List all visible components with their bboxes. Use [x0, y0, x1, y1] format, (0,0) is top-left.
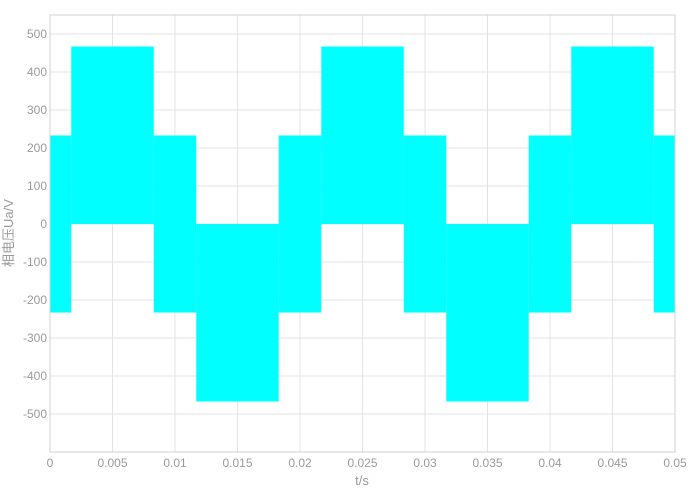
y-tick-label: -400 — [23, 369, 47, 383]
y-axis-label: 相电压Ua/V — [1, 199, 16, 267]
x-tick-label: 0.015 — [222, 456, 252, 470]
y-tick-label: -200 — [23, 293, 47, 307]
plot-area-frame — [49, 14, 676, 453]
waveform-band — [153, 135, 197, 313]
y-tick-label: -300 — [23, 331, 47, 345]
y-tick-label: 500 — [27, 27, 47, 41]
x-tick-label: 0.05 — [663, 456, 687, 470]
x-tick-label: 0.04 — [538, 456, 562, 470]
waveform-band — [50, 135, 72, 313]
y-tick-label: 100 — [27, 179, 47, 193]
waveform-band — [71, 46, 154, 224]
y-tick-label: 400 — [27, 65, 47, 79]
waveform-band — [571, 46, 654, 224]
waveform-band — [446, 224, 529, 402]
waveform-band — [528, 135, 572, 313]
x-tick-label: 0.02 — [288, 456, 312, 470]
x-tick-label: 0.035 — [472, 456, 502, 470]
waveform-band — [653, 135, 675, 313]
waveform-band — [321, 46, 404, 224]
x-tick-labels: 0 0.005 0.01 0.015 0.02 0.025 0.03 0.035 0.04 0.0… — [47, 456, 687, 470]
x-tick-label: 0.03 — [413, 456, 437, 470]
waveform-band — [278, 135, 322, 313]
waveform-series — [50, 46, 675, 402]
x-tick-label: 0.01 — [163, 456, 187, 470]
y-tick-label: 300 — [27, 103, 47, 117]
x-tick-label: 0.025 — [347, 456, 377, 470]
x-tick-label: 0.045 — [597, 456, 627, 470]
x-tick-label: 0.005 — [97, 456, 127, 470]
waveform-band — [196, 224, 279, 402]
y-tick-label: -100 — [23, 255, 47, 269]
y-tick-label: 0 — [40, 217, 47, 231]
waveform-band — [403, 135, 447, 313]
y-tick-label: 200 — [27, 141, 47, 155]
y-tick-labels: 500 400 300 200 100 0 -100 -200 -300 -400 -500 — [23, 27, 47, 421]
x-tick-label: 0 — [47, 456, 54, 470]
y-tick-label: -500 — [23, 407, 47, 421]
x-axis-label: t/s — [355, 473, 369, 488]
